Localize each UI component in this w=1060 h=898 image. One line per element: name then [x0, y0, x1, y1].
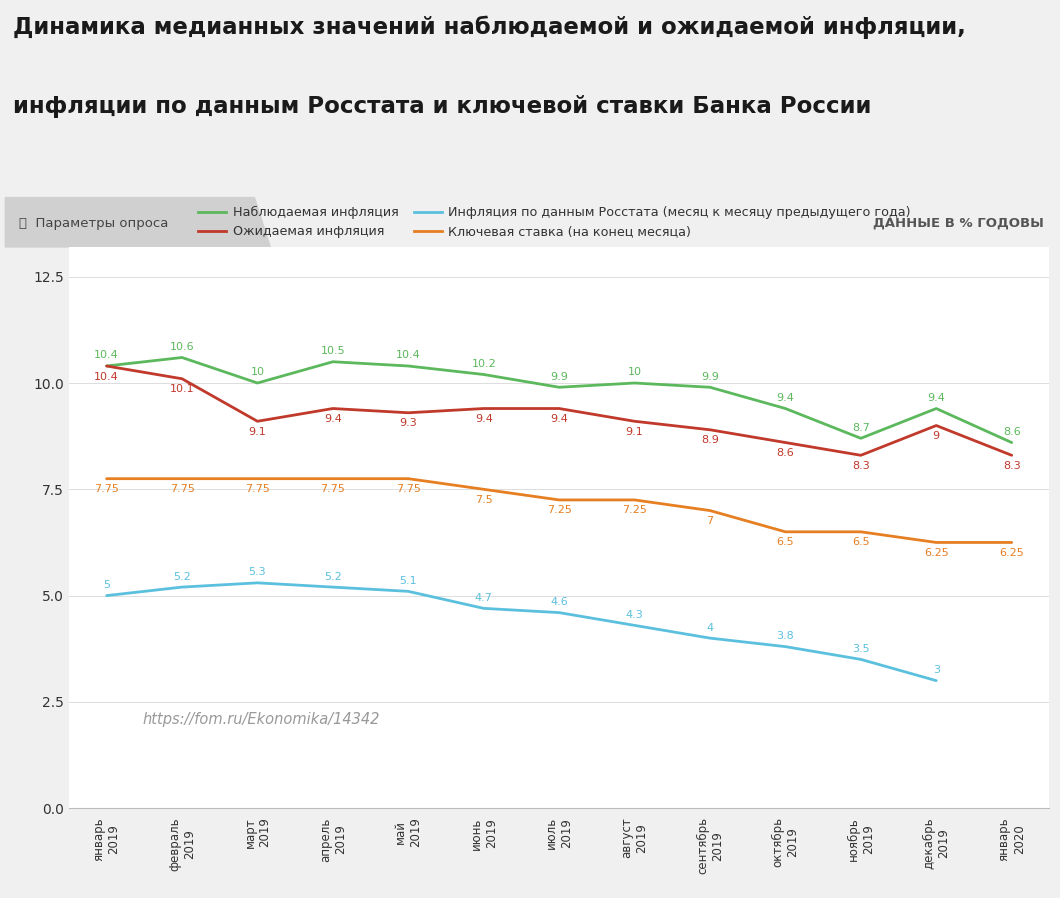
Text: 4.3: 4.3: [625, 610, 643, 620]
Text: https://fom.ru/Ekonomika/14342: https://fom.ru/Ekonomika/14342: [142, 712, 379, 726]
Text: 7.5: 7.5: [475, 495, 493, 505]
Text: 4.6: 4.6: [550, 597, 568, 607]
Text: 7.75: 7.75: [320, 484, 346, 494]
Text: 9.3: 9.3: [400, 418, 418, 428]
Text: 10.2: 10.2: [472, 359, 496, 369]
Legend: Наблюдаемая инфляция, Ожидаемая инфляция, Инфляция по данным Росстата (месяц к м: Наблюдаемая инфляция, Ожидаемая инфляция…: [193, 201, 916, 243]
Text: 3.8: 3.8: [777, 631, 794, 641]
Text: 10: 10: [628, 367, 641, 377]
Text: 5.3: 5.3: [249, 568, 266, 577]
Text: 3: 3: [933, 665, 940, 675]
Text: 7.75: 7.75: [245, 484, 270, 494]
Text: 9.4: 9.4: [550, 414, 568, 424]
Text: 5: 5: [103, 580, 110, 590]
Text: 9.1: 9.1: [249, 427, 266, 436]
Text: 6.5: 6.5: [777, 537, 794, 548]
Text: 9.4: 9.4: [928, 393, 946, 403]
Text: 8.6: 8.6: [1003, 427, 1021, 437]
Text: 9.1: 9.1: [625, 427, 643, 436]
Text: 9.9: 9.9: [550, 372, 568, 382]
Text: 7.75: 7.75: [395, 484, 421, 494]
Text: 9.9: 9.9: [701, 372, 719, 382]
Text: 8.7: 8.7: [852, 423, 870, 433]
Text: 9: 9: [933, 431, 940, 441]
Text: 9.4: 9.4: [777, 393, 794, 403]
Text: 10.4: 10.4: [94, 372, 119, 382]
Text: 5.1: 5.1: [400, 576, 418, 585]
Text: 7.75: 7.75: [170, 484, 194, 494]
Text: 9.4: 9.4: [324, 414, 341, 424]
Text: инфляции по данным Росстата и ключевой ставки Банка России: инфляции по данным Росстата и ключевой с…: [13, 95, 871, 118]
Text: 6.5: 6.5: [852, 537, 869, 548]
Text: 4.7: 4.7: [475, 593, 493, 603]
Text: 10.1: 10.1: [170, 384, 194, 394]
Text: 9.4: 9.4: [475, 414, 493, 424]
Text: 5.2: 5.2: [173, 571, 191, 582]
Text: 3.5: 3.5: [852, 644, 869, 654]
Text: 7.25: 7.25: [547, 506, 571, 515]
Polygon shape: [5, 198, 270, 247]
Text: 4: 4: [706, 622, 713, 632]
Text: 7.25: 7.25: [622, 506, 647, 515]
Text: 6.25: 6.25: [1000, 548, 1024, 558]
Text: 8.3: 8.3: [1003, 461, 1021, 471]
Text: 10.4: 10.4: [396, 350, 421, 360]
Text: ⓘ  Параметры опроса: ⓘ Параметры опроса: [19, 216, 169, 230]
Text: 8.6: 8.6: [777, 448, 794, 458]
Text: 5.2: 5.2: [324, 571, 341, 582]
Text: 10.4: 10.4: [94, 350, 119, 360]
Text: 10.6: 10.6: [170, 342, 194, 352]
Text: 8.9: 8.9: [701, 436, 719, 445]
Text: 7.75: 7.75: [94, 484, 119, 494]
Text: Динамика медианных значений наблюдаемой и ожидаемой инфляции,: Динамика медианных значений наблюдаемой …: [13, 16, 966, 40]
Text: 10: 10: [250, 367, 264, 377]
Text: 6.25: 6.25: [924, 548, 949, 558]
Text: 8.3: 8.3: [852, 461, 869, 471]
Text: 10.5: 10.5: [320, 347, 346, 357]
Text: ДАННЫЕ В % ГОДОВЫ: ДАННЫЕ В % ГОДОВЫ: [873, 216, 1044, 230]
Text: 7: 7: [706, 516, 713, 526]
